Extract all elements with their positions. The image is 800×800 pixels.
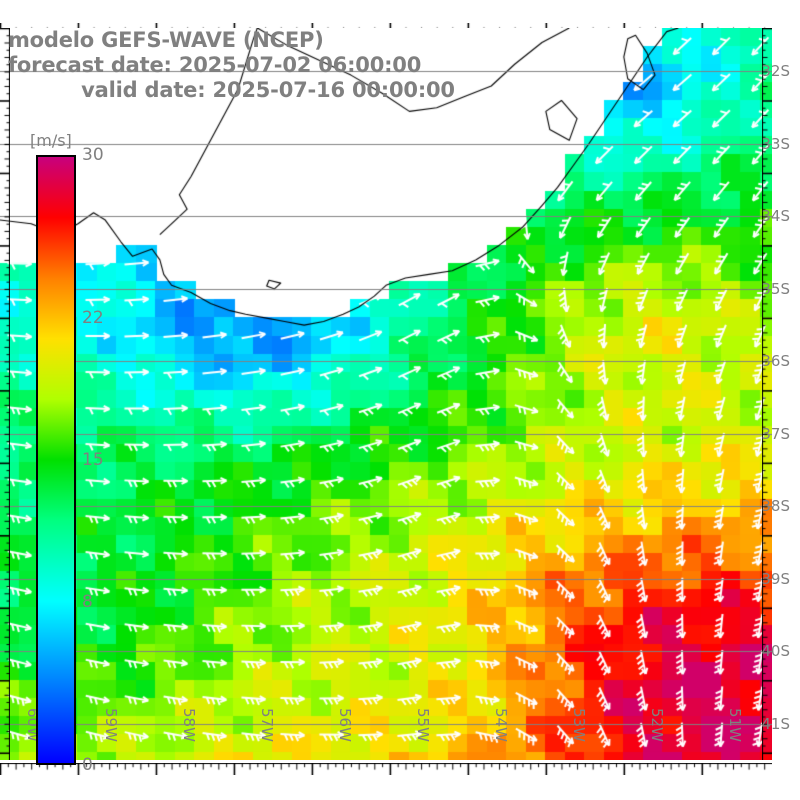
axis-ruler-bottom <box>0 760 772 775</box>
lat-label-34S: 34S <box>761 207 790 226</box>
map-plot-area[interactable] <box>0 28 772 760</box>
lon-label-55W: 55W <box>413 708 432 742</box>
colorbar-tick-22: 22 <box>82 307 104 328</box>
lon-label-57W: 57W <box>257 708 276 742</box>
colorbar-tick-0: 0 <box>82 755 93 775</box>
colorbar-unit-label: [m/s] <box>30 131 72 150</box>
lat-label-38S: 38S <box>761 497 790 516</box>
colorbar-tick-30: 30 <box>82 145 104 165</box>
lat-label-40S: 40S <box>761 642 790 661</box>
lat-label-33S: 33S <box>761 134 790 153</box>
colorbar-tick-15: 15 <box>82 450 104 470</box>
axis-ruler-top <box>0 18 772 33</box>
windspeed-field <box>0 28 772 760</box>
lon-label-56W: 56W <box>335 708 354 742</box>
lat-label-35S: 35S <box>761 279 790 298</box>
lon-label-52W: 52W <box>647 708 666 742</box>
lon-label-59W: 59W <box>101 708 120 742</box>
colorbar-gradient <box>36 155 76 765</box>
lon-label-58W: 58W <box>179 708 198 742</box>
lat-label-39S: 39S <box>761 569 790 588</box>
lon-label-54W: 54W <box>491 708 510 742</box>
lon-label-51W: 51W <box>725 708 744 742</box>
lat-label-36S: 36S <box>761 352 790 371</box>
lat-label-41S: 41S <box>761 714 790 733</box>
axis-ruler-left <box>0 28 10 760</box>
lon-label-53W: 53W <box>569 708 588 742</box>
lat-label-32S: 32S <box>761 62 790 81</box>
colorbar-tick-8: 8 <box>82 592 93 613</box>
axis-ruler-right <box>762 28 772 760</box>
lat-label-37S: 37S <box>761 424 790 443</box>
colorbar[interactable] <box>36 155 76 765</box>
